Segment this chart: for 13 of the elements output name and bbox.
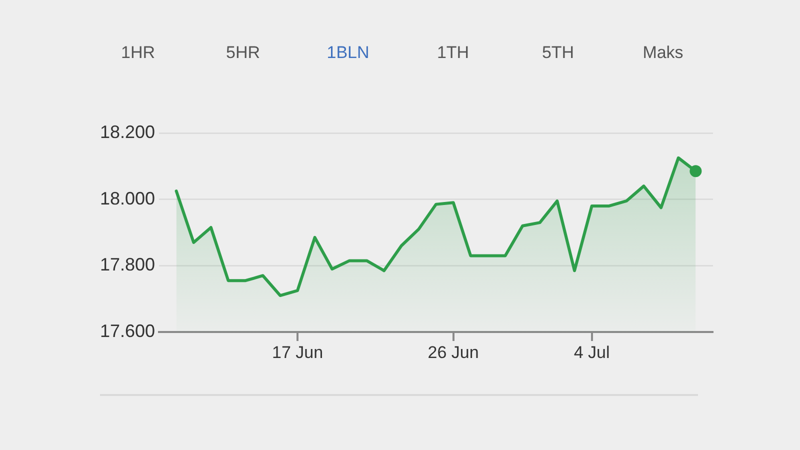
x-tick-label: 26 Jun — [428, 342, 479, 362]
y-tick-label: 18.000 — [100, 188, 155, 208]
y-tick-label: 17.800 — [100, 254, 155, 275]
text: 1HR — [120, 43, 156, 63]
text: 5HR — [226, 43, 260, 63]
y-tick-label: 18.200 — [100, 122, 155, 142]
text: 5TH — [542, 43, 574, 63]
text: Maks — [642, 43, 684, 63]
text: 1TH — [436, 43, 470, 63]
y-tick-label: 17.600 — [100, 320, 155, 341]
x-tick-label: 17 Jun — [272, 342, 324, 362]
text: 1BLN — [326, 43, 370, 63]
x-tick-label: 4 Jul — [574, 342, 610, 362]
